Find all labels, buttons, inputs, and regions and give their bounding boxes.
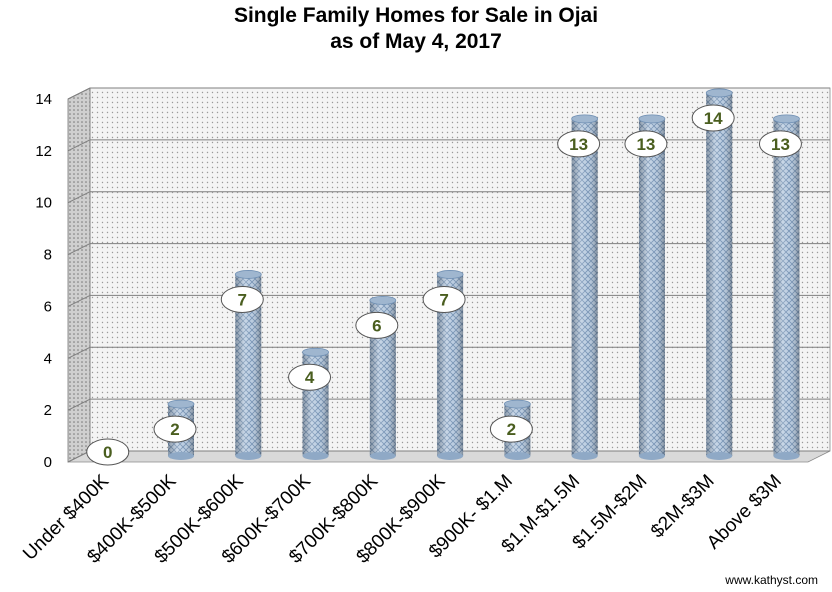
data-label-text: 2 <box>507 420 516 439</box>
data-label-text: 0 <box>103 443 112 462</box>
bar <box>705 88 733 460</box>
bar-base <box>638 451 665 460</box>
data-label: 13 <box>624 130 668 158</box>
y-tick-label: 4 <box>44 350 52 367</box>
data-label: 4 <box>288 363 332 391</box>
data-label-bubble <box>422 285 466 313</box>
data-label-bubble <box>355 311 399 339</box>
bar-base <box>504 451 531 460</box>
x-category-label: $2M-$3M <box>647 471 719 543</box>
y-tick-label: 0 <box>44 454 52 471</box>
bar-cap <box>167 399 195 409</box>
bar-base <box>302 451 329 460</box>
data-label-bubble <box>557 130 601 158</box>
bar-cap <box>234 270 262 279</box>
bar-shade <box>706 92 733 456</box>
data-label-text: 6 <box>372 316 381 335</box>
chart-title: Single Family Homes for Sale in Ojai <box>233 4 599 27</box>
bar-cap <box>638 114 666 124</box>
data-label-text: 13 <box>771 135 790 154</box>
side-wall <box>67 87 91 463</box>
data-label: 7 <box>422 285 466 313</box>
data-label: 13 <box>557 130 601 158</box>
bar-cap <box>436 270 464 279</box>
bar-shade <box>773 118 800 456</box>
data-label-bubble <box>624 130 668 158</box>
bar <box>571 114 599 460</box>
gridline-side <box>67 294 91 307</box>
bar-base <box>235 451 262 460</box>
gridline-side <box>67 87 91 100</box>
bar-base <box>706 451 733 460</box>
y-tick-label: 10 <box>35 195 52 212</box>
bar-cap <box>369 295 397 305</box>
bar-base <box>571 451 598 460</box>
bar-shade <box>571 118 598 456</box>
data-label-bubble <box>489 415 533 443</box>
data-label: 2 <box>153 415 197 443</box>
data-label-bubble <box>691 104 735 132</box>
bar <box>638 114 666 460</box>
y-tick-label: 6 <box>44 298 52 315</box>
data-label: 0 <box>86 438 130 466</box>
data-label: 14 <box>691 104 735 132</box>
data-label: 7 <box>220 285 264 313</box>
bar-cap <box>503 399 531 409</box>
data-label: 6 <box>355 311 399 339</box>
bar-shade <box>638 118 665 456</box>
data-label-text: 2 <box>170 420 179 439</box>
bar <box>773 114 800 460</box>
bar-cap <box>705 88 733 98</box>
gridline-side <box>67 139 91 152</box>
data-label-bubble <box>220 285 264 313</box>
y-tick-label: 2 <box>44 402 52 419</box>
gridline-side <box>67 346 91 359</box>
data-label: 13 <box>758 130 802 158</box>
data-label-text: 13 <box>569 135 588 154</box>
data-label-bubble <box>288 363 332 391</box>
data-label: 2 <box>489 415 533 443</box>
data-label-text: 14 <box>704 109 723 128</box>
watermark: www.kathyst.com <box>725 573 818 587</box>
bar-base <box>773 451 800 460</box>
y-tick-label: 8 <box>44 247 52 264</box>
y-tick-label: 14 <box>35 91 52 108</box>
data-label-bubble <box>86 438 130 466</box>
data-label-bubble <box>758 130 802 158</box>
chart-subtitle: as of May 4, 2017 <box>330 30 502 53</box>
gridline-side <box>67 243 91 256</box>
gridline-side <box>67 398 91 411</box>
bar-base <box>168 451 195 460</box>
data-label-text: 4 <box>305 368 315 387</box>
bar-base <box>437 451 464 460</box>
data-label-bubble <box>153 415 197 443</box>
gridline-side <box>67 191 91 204</box>
bar-cap <box>571 114 599 124</box>
data-label-text: 7 <box>238 290 247 309</box>
data-label-text: 13 <box>636 135 655 154</box>
bar-cap <box>773 114 800 124</box>
y-tick-label: 12 <box>35 143 52 160</box>
data-label-text: 7 <box>439 290 448 309</box>
bar-cap <box>302 347 329 357</box>
bar-base <box>369 451 396 460</box>
